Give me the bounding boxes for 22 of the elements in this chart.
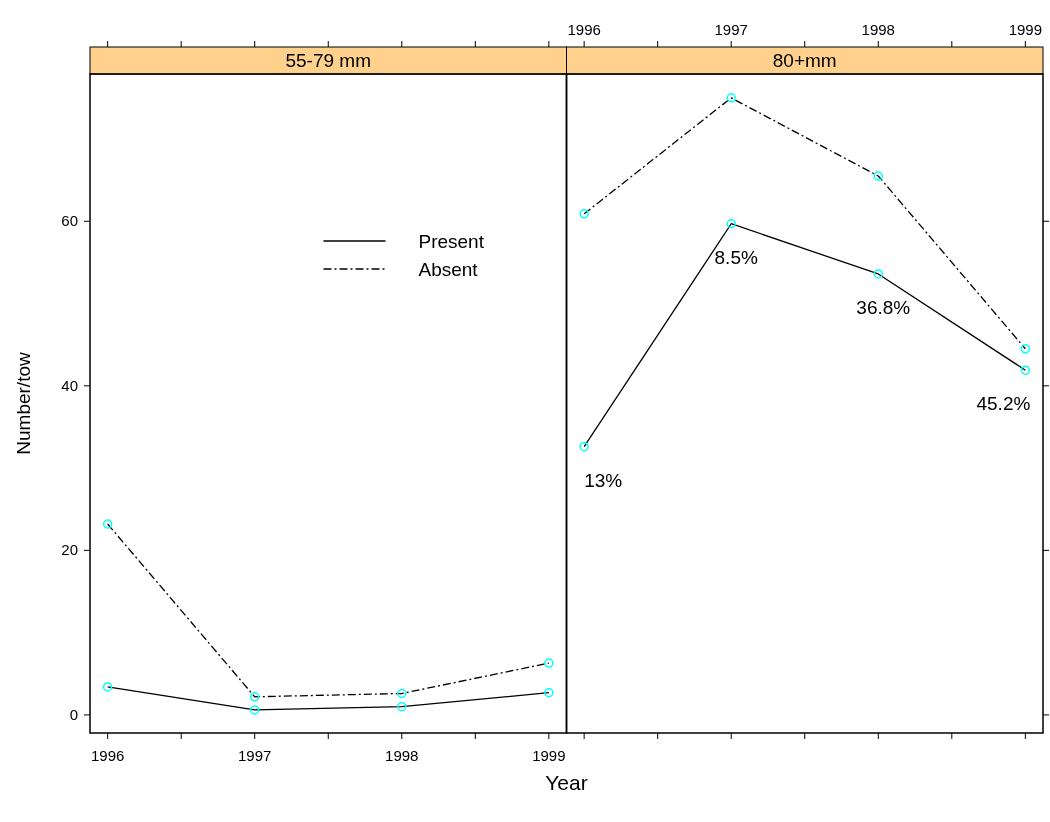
y-tick-label: 20: [61, 541, 78, 559]
legend-label: Absent: [418, 259, 479, 280]
y-tick-label: 60: [61, 212, 78, 230]
annotation: 36.8%: [856, 296, 911, 318]
y-tick-label: 40: [61, 376, 78, 394]
annotation: 8.5%: [714, 246, 758, 268]
y-tick-label: 0: [69, 705, 78, 723]
chart-title: 55-79 mm: [285, 50, 372, 71]
y-axis-title: Number/tow: [13, 352, 34, 455]
x-tick-label: 1997: [238, 747, 272, 764]
annotation: 45.2%: [976, 393, 1031, 415]
legend-label: Present: [418, 231, 485, 252]
x-tick-label: 1998: [385, 747, 419, 764]
x-tick-label: 1998: [861, 21, 895, 38]
x-tick-label: 1999: [1008, 21, 1043, 38]
x-axis-title: Year: [545, 771, 588, 794]
chart-title: 80+mm: [772, 50, 837, 71]
x-tick-label: 1996: [90, 747, 125, 764]
x-tick-label: 1996: [567, 21, 601, 38]
x-tick-label: 1997: [714, 21, 748, 38]
annotation: 13%: [584, 469, 623, 491]
x-tick-label: 1999: [532, 747, 566, 764]
